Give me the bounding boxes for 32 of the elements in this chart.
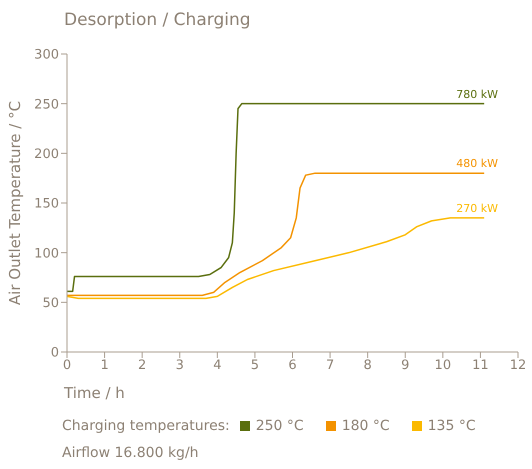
chart-title: Desorption / Charging <box>64 10 251 30</box>
annotation: 270 kW <box>456 202 498 215</box>
x-tick-label: 6 <box>288 358 297 374</box>
y-tick-label: 300 <box>34 48 59 63</box>
legend-title: Charging temperatures: <box>62 418 230 434</box>
x-tick-label: 4 <box>213 358 222 374</box>
x-tick-label: 2 <box>138 358 146 374</box>
y-tick-label: 200 <box>34 146 59 162</box>
x-tick-label: 0 <box>62 358 72 374</box>
y-tick-label: 0 <box>50 346 59 361</box>
x-tick-label: 3 <box>176 358 184 374</box>
x-tick-label: 12 <box>510 358 526 374</box>
y-tick-label: 250 <box>34 97 59 112</box>
x-tick-label: 8 <box>364 358 372 374</box>
text: Airflow 16.800 kg/h <box>62 445 199 461</box>
legend-label: 180 °C <box>340 418 390 434</box>
annotation: 480 kW <box>456 157 498 170</box>
x-tick-label: 5 <box>250 358 260 374</box>
y-tick-label: 150 <box>34 196 59 212</box>
y-axis-title: Air Outlet Temperature / °C <box>6 100 24 306</box>
x-tick-label: 7 <box>326 358 334 374</box>
x-tick-label: 10 <box>434 358 452 374</box>
x-tick-label: 9 <box>401 358 410 374</box>
x-tick-label: 11 <box>472 358 489 374</box>
legend-label: 250 °C <box>254 418 304 434</box>
x-axis-title: Time / h <box>64 384 125 402</box>
line-series <box>67 217 485 300</box>
annotation: 780 kW <box>456 88 498 101</box>
x-tick-label: 1 <box>100 358 109 374</box>
y-tick-label: 50 <box>42 296 59 311</box>
legend-label: 135 °C <box>426 418 476 434</box>
y-tick-label: 100 <box>34 246 59 262</box>
